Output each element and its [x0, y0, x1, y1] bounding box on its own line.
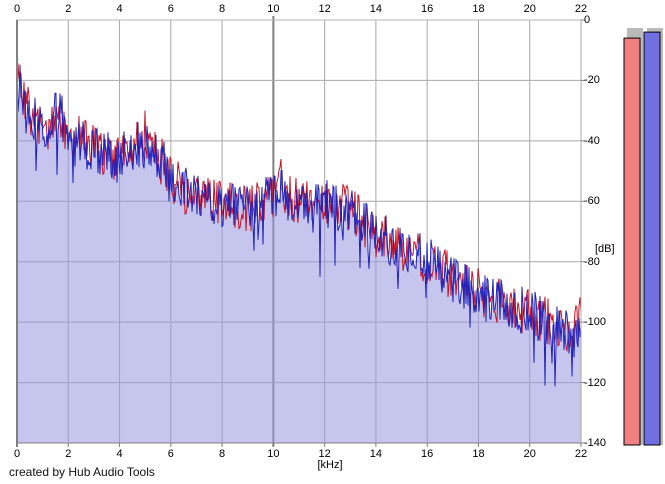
- y-axis-unit-label: [dB]: [595, 243, 615, 255]
- x-tick-label-bottom: 12: [318, 448, 331, 460]
- x-tick-label-top: 22: [574, 3, 588, 15]
- y-tick-label: -40: [584, 134, 600, 147]
- x-tick-label-bottom: 10: [267, 448, 280, 460]
- x-axis-unit-label: [kHz]: [317, 459, 343, 471]
- x-tick-label-bottom: 4: [116, 448, 123, 460]
- x-tick-label-bottom: 6: [167, 448, 174, 460]
- y-tick-label: -20: [584, 74, 600, 87]
- x-tick-label-bottom: 18: [472, 448, 485, 460]
- x-tick-label-top: 14: [369, 3, 383, 15]
- x-tick-label-bottom: 14: [369, 448, 383, 460]
- x-tick-label-top: 8: [219, 3, 226, 15]
- x-tick-label-top: 0: [13, 3, 21, 15]
- plot-border-left: [16, 20, 18, 447]
- x-tick-label-bottom: 0: [13, 448, 21, 460]
- x-tick-label-bottom: 20: [523, 448, 536, 460]
- x-tick-label-top: 18: [472, 3, 485, 15]
- y-tick-label: -140: [584, 437, 607, 449]
- spectrum-fill-area: [17, 64, 581, 443]
- y-tick-label: -60: [584, 195, 600, 208]
- red-level-bar: [623, 37, 641, 446]
- x-tick-label-top: 16: [421, 3, 434, 15]
- x-tick-label-top: 10: [267, 3, 280, 15]
- x-tick-label-top: 2: [65, 3, 72, 15]
- x-tick-label-top: 20: [523, 3, 536, 15]
- y-tick-label: -80: [584, 255, 600, 268]
- x-tick-label-bottom: 2: [65, 448, 72, 460]
- x-tick-label-bottom: 22: [574, 448, 588, 460]
- credit-text: created by Hub Audio Tools: [9, 465, 155, 479]
- x-tick-label-bottom: 16: [421, 448, 434, 460]
- y-tick-label: -120: [584, 376, 607, 389]
- y-tick-label: -100: [584, 316, 607, 329]
- blue-level-bar: [643, 31, 661, 446]
- x-tick-label-top: 6: [167, 3, 174, 15]
- y-tick-label: 0: [584, 14, 591, 26]
- blue-trace: [16, 64, 582, 387]
- x-tick-label-bottom: 8: [219, 448, 226, 460]
- x-tick-label-top: 4: [116, 3, 123, 15]
- x-tick-label-top: 12: [318, 3, 331, 15]
